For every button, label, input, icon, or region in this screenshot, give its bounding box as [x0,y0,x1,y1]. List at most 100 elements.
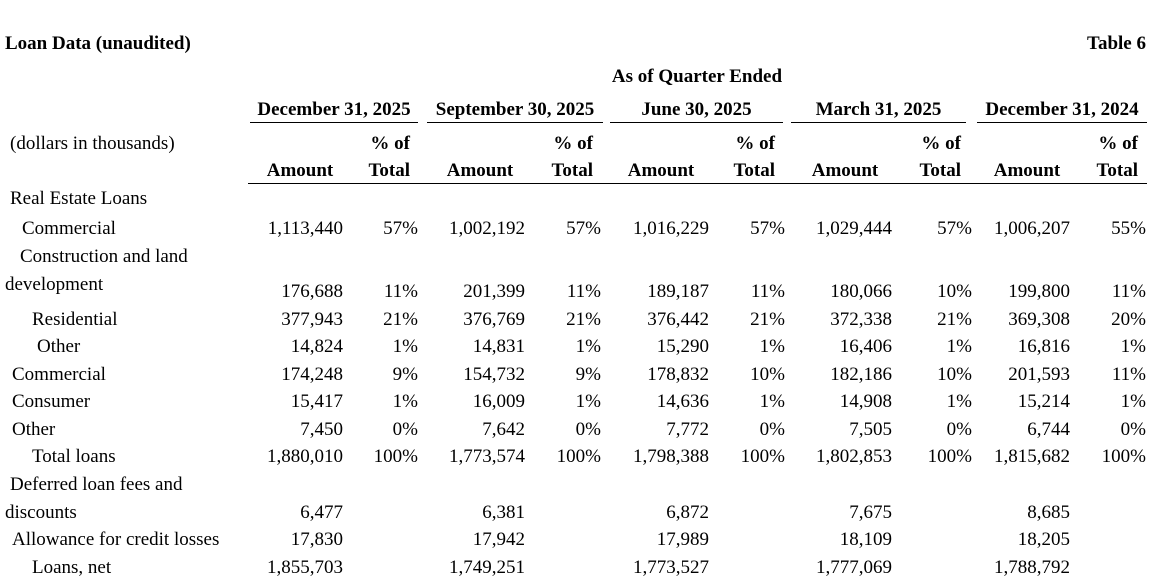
column-header: Amount [811,160,879,181]
table-cell: 189,187 [647,281,709,302]
table-cell: 57% [750,218,785,239]
table-cell: 1,788,792 [994,557,1070,578]
period-header: December 31, 2024 [985,99,1139,120]
table-cell: 1,802,853 [816,446,892,467]
table-cell: 9% [392,364,418,385]
table-cell: 180,066 [830,281,892,302]
table-cell: 1,880,010 [267,446,343,467]
column-header: % of [921,133,961,154]
table-cell: 1,029,444 [816,218,892,239]
column-header: Amount [446,160,514,181]
table-cell: 21% [566,309,601,330]
table-cell: 6,744 [1027,419,1070,440]
row-label: Total loans [32,446,116,467]
table-cell: 100% [1101,446,1146,467]
table-cell: 1% [392,391,418,412]
table-cell: 14,636 [656,391,709,412]
period-header: June 30, 2025 [641,99,752,120]
column-header: Total [368,160,410,181]
period-header: December 31, 2025 [257,99,411,120]
title: Loan Data (unaudited) [5,33,191,54]
table-cell: 55% [1111,218,1146,239]
table-cell: 100% [927,446,972,467]
table-cell: 1,855,703 [267,557,343,578]
table-cell: 376,769 [463,309,525,330]
table-cell: 376,442 [647,309,709,330]
table-cell: 10% [937,364,972,385]
table-cell: 15,290 [656,336,709,357]
table-cell: 199,800 [1008,281,1070,302]
table-cell: 0% [759,419,785,440]
table-cell: 16,406 [839,336,892,357]
table-cell: 20% [1111,309,1146,330]
table-cell: 100% [740,446,785,467]
table-cell: 174,248 [281,364,343,385]
table-cell: 201,593 [1008,364,1070,385]
table-cell: 1% [759,336,785,357]
table-cell: 1% [759,391,785,412]
underline [248,183,1147,184]
table-cell: 1,815,682 [994,446,1070,467]
table-cell: 15,417 [290,391,343,412]
table-cell: 7,772 [666,419,709,440]
table-cell: 1,006,207 [994,218,1070,239]
table-cell: 21% [750,309,785,330]
table-cell: 21% [937,309,972,330]
column-header: % of [735,133,775,154]
table-cell: 1% [946,391,972,412]
table-cell: 178,832 [647,364,709,385]
row-label: Consumer [12,391,91,412]
table-cell: 16,009 [472,391,525,412]
table-cell: 1% [1120,391,1146,412]
table-cell: 11% [750,281,785,302]
table-cell: 1% [392,336,418,357]
column-header: Total [733,160,775,181]
table-cell: 17,830 [290,529,343,550]
column-header: Total [1096,160,1138,181]
units: (dollars in thousands) [10,133,175,154]
table-cell: 8,685 [1027,502,1070,523]
table-cell: 6,477 [300,502,343,523]
table-cell: 57% [566,218,601,239]
table-cell: 9% [575,364,601,385]
row-label: Commercial [22,218,116,239]
table-cell: 0% [946,419,972,440]
table-cell: 6,872 [666,502,709,523]
table-cell: 7,450 [300,419,343,440]
table-cell: 11% [1111,364,1146,385]
table-cell: 6,381 [482,502,525,523]
table-cell: 1,002,192 [449,218,525,239]
table-cell: 201,399 [463,281,525,302]
table-cell: 18,205 [1017,529,1070,550]
period-header: September 30, 2025 [435,99,595,120]
column-header: Total [551,160,593,181]
table-cell: 1,798,388 [633,446,709,467]
table-cell: 11% [566,281,601,302]
row-label: development [5,274,104,295]
table-cell: 7,642 [482,419,525,440]
table-cell: 15,214 [1017,391,1070,412]
row-label: Commercial [12,364,106,385]
row-label: Construction and land [20,246,188,267]
column-header: Amount [993,160,1061,181]
table-cell: 57% [383,218,418,239]
underline [250,122,418,123]
table-label: Table 6 [1087,33,1146,54]
table-cell: 57% [937,218,972,239]
table-cell: 21% [383,309,418,330]
table-cell: 11% [1111,281,1146,302]
row-label: Deferred loan fees and [10,474,183,495]
table-cell: 1% [575,391,601,412]
table-cell: 1,113,440 [267,218,343,239]
table-cell: 100% [373,446,418,467]
table-cell: 372,338 [830,309,892,330]
column-header: % of [370,133,410,154]
table-cell: 154,732 [463,364,525,385]
row-label: Residential [32,309,118,330]
table-cell: 10% [937,281,972,302]
underline [610,122,783,123]
table-cell: 1% [575,336,601,357]
group-heading: As of Quarter Ended [611,66,783,87]
underline [791,122,966,123]
